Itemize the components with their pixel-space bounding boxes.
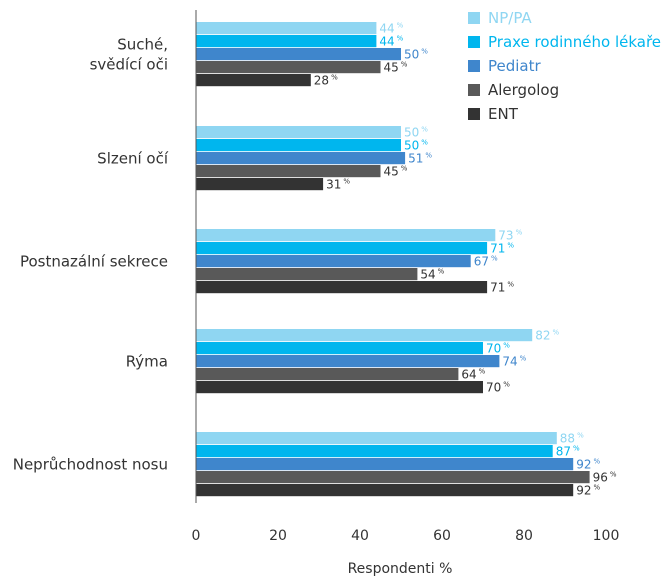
bar-3-0 xyxy=(196,329,533,342)
data-label: 92% xyxy=(576,484,600,498)
bar-3-3 xyxy=(196,368,459,381)
legend-swatch xyxy=(468,36,480,48)
data-label: 92% xyxy=(576,458,600,472)
x-tick-label: 20 xyxy=(269,528,287,544)
data-label: 82% xyxy=(535,329,559,343)
x-tick-label: 40 xyxy=(351,528,369,544)
category-label: svědící oči xyxy=(90,56,168,74)
data-label: 71% xyxy=(490,281,514,295)
data-label: 45% xyxy=(384,61,408,75)
data-label: 64% xyxy=(461,368,485,382)
data-label: 73% xyxy=(498,229,522,243)
legend-swatch xyxy=(468,84,480,96)
bar-4-3 xyxy=(196,471,590,484)
bar-4-1 xyxy=(196,445,553,458)
legend-swatch xyxy=(468,60,480,72)
legend-label: Pediatr xyxy=(488,57,542,75)
data-label: 74% xyxy=(502,355,526,369)
data-label: 50% xyxy=(404,126,428,140)
category-label: Neprůchodnost nosu xyxy=(13,456,168,474)
x-tick-label: 80 xyxy=(515,528,533,544)
bar-4-0 xyxy=(196,432,557,445)
legend-label: NP/PA xyxy=(488,9,532,27)
bar-1-3 xyxy=(196,165,381,178)
data-label: 70% xyxy=(486,342,510,356)
category-label: Suché, xyxy=(117,36,168,54)
bar-2-1 xyxy=(196,242,488,255)
legend-label: ENT xyxy=(488,105,519,123)
data-label: 87% xyxy=(556,445,580,459)
legend-swatch xyxy=(468,12,480,24)
data-label: 54% xyxy=(420,268,444,282)
y-axis: Suché, svědící oči Slzení očí Postnazální s… xyxy=(13,10,197,503)
x-axis-title: Respondenti % xyxy=(348,561,453,577)
bar-0-1 xyxy=(196,35,377,48)
legend-label: Praxe rodinného lékaře xyxy=(488,33,661,51)
bar-4-4 xyxy=(196,484,574,497)
x-tick-label: 100 xyxy=(593,528,620,544)
bar-0-2 xyxy=(196,48,401,61)
data-label: 44% xyxy=(379,35,403,49)
data-label: 51% xyxy=(408,152,432,166)
bar-3-1 xyxy=(196,342,483,355)
data-label: 45% xyxy=(384,165,408,179)
legend: NP/PA Praxe rodinného lékaře Pediatr Alergo… xyxy=(468,9,661,123)
x-tick-label: 0 xyxy=(192,528,201,544)
bar-0-0 xyxy=(196,22,377,35)
bar-2-3 xyxy=(196,268,418,281)
bar-2-4 xyxy=(196,281,488,294)
bar-3-2 xyxy=(196,355,500,368)
bar-1-2 xyxy=(196,152,406,165)
data-label: 28% xyxy=(314,74,338,88)
bar-4-2 xyxy=(196,458,574,471)
legend-label: Alergolog xyxy=(488,81,559,99)
data-label: 70% xyxy=(486,381,510,395)
bar-2-2 xyxy=(196,255,471,268)
category-label: Slzení očí xyxy=(97,150,169,168)
bar-0-4 xyxy=(196,74,311,87)
data-label: 50% xyxy=(404,48,428,62)
bar-3-4 xyxy=(196,381,483,394)
data-label: 88% xyxy=(560,432,584,446)
legend-swatch xyxy=(468,108,480,120)
bar-1-1 xyxy=(196,139,401,152)
bar-1-4 xyxy=(196,178,324,191)
category-label: Rýma xyxy=(126,353,168,371)
bar-area: 44 %50 %73 %82 %88 %44 %50 %71 %70 %87 %50 %51 %67 %7… xyxy=(196,22,617,498)
data-label: 71% xyxy=(490,242,514,256)
bar-2-0 xyxy=(196,229,496,242)
data-label: 50% xyxy=(404,139,428,153)
data-label: 67% xyxy=(474,255,498,269)
bar-1-0 xyxy=(196,126,401,139)
x-tick-label: 60 xyxy=(433,528,451,544)
data-label: 44% xyxy=(379,22,403,36)
data-label: 96% xyxy=(593,471,617,485)
x-axis: 0 20 40 60 80 100 xyxy=(192,528,620,544)
data-label: 31% xyxy=(326,178,350,192)
bar-0-3 xyxy=(196,61,381,74)
category-label: Postnazální sekrece xyxy=(20,253,168,271)
